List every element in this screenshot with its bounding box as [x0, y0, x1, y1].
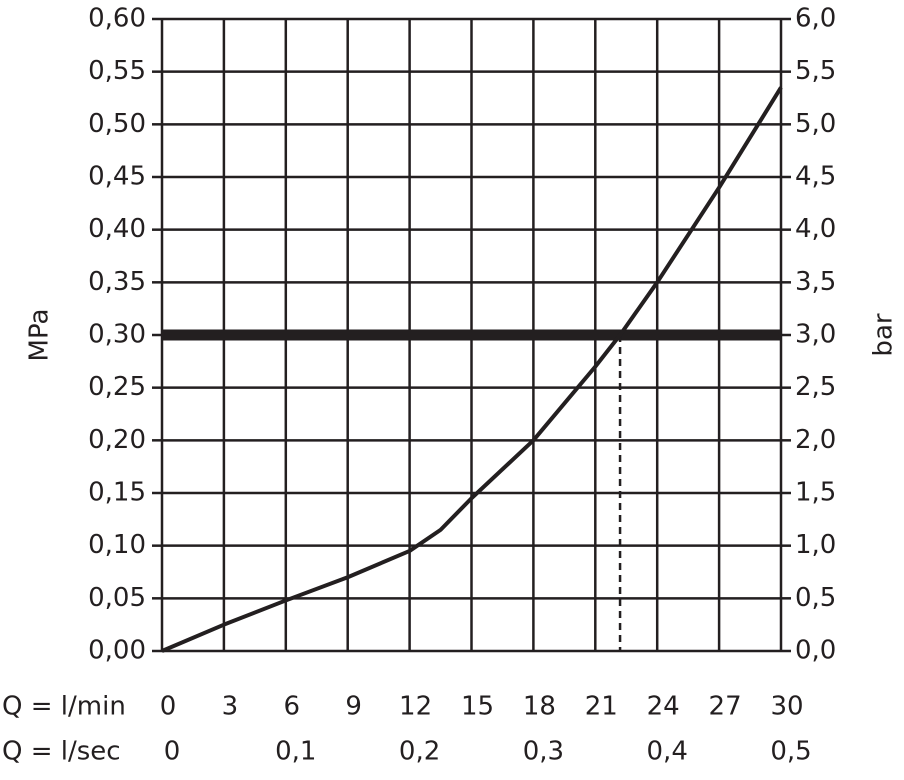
x2-axis-label: Q = l/sec — [2, 737, 121, 767]
x-tick-label: 9 — [345, 692, 362, 722]
curve — [161, 86, 783, 653]
y-tick-label: 0,15 — [88, 478, 146, 508]
x-tick-label: 3 — [222, 692, 239, 722]
y-tick-label: 0,00 — [88, 636, 146, 666]
x-tick-label: 27 — [709, 692, 742, 722]
y2-tick-label: 4,5 — [795, 162, 836, 192]
x2-tick-label: 0,2 — [399, 737, 440, 767]
x-tick-label: 30 — [770, 692, 803, 722]
y2-tick-label: 5,0 — [795, 109, 836, 139]
x-tick-label: 6 — [284, 692, 301, 722]
y2-axis-label: bar — [869, 313, 899, 356]
x-tick-label: 24 — [647, 692, 680, 722]
x2-tick-label: 0,5 — [770, 737, 811, 767]
y2-tick-label: 6,0 — [795, 4, 836, 34]
y-tick-label: 0,55 — [88, 56, 146, 86]
x2-tick-label: 0,1 — [275, 737, 316, 767]
x2-tick-label: 0 — [164, 737, 181, 767]
y2-tick-label: 2,0 — [795, 425, 836, 455]
y2-tick-label: 0,5 — [795, 583, 836, 613]
x-tick-label: 0 — [160, 692, 177, 722]
y-tick-label: 0,45 — [88, 162, 146, 192]
y-tick-label: 0,50 — [88, 109, 146, 139]
x-tick-label: 21 — [585, 692, 618, 722]
y-tick-label: 0,30 — [88, 320, 146, 350]
x-tick-label: 15 — [461, 692, 494, 722]
y2-tick-label: 5,5 — [795, 56, 836, 86]
y-axis-label: MPa — [25, 309, 55, 362]
x2-tick-label: 0,3 — [523, 737, 564, 767]
y2-tick-label: 0,0 — [795, 636, 836, 666]
x2-tick-label: 0,4 — [647, 737, 688, 767]
y-tick-label: 0,60 — [88, 4, 146, 34]
x-tick-label: 12 — [399, 692, 432, 722]
y-tick-label: 0,05 — [88, 583, 146, 613]
y2-tick-label: 3,5 — [795, 267, 836, 297]
y-tick-label: 0,25 — [88, 372, 146, 402]
y2-tick-label: 1,0 — [795, 530, 836, 560]
y-tick-label: 0,35 — [88, 267, 146, 297]
x-axis-label: Q = l/min — [2, 692, 126, 722]
y2-tick-label: 3,0 — [795, 320, 836, 350]
y-tick-label: 0,20 — [88, 425, 146, 455]
x-tick-label: 18 — [523, 692, 556, 722]
y2-tick-label: 1,5 — [795, 478, 836, 508]
y-tick-label: 0,10 — [88, 530, 146, 560]
y2-tick-label: 4,0 — [795, 214, 836, 244]
y-tick-label: 0,40 — [88, 214, 146, 244]
y2-tick-label: 2,5 — [795, 372, 836, 402]
